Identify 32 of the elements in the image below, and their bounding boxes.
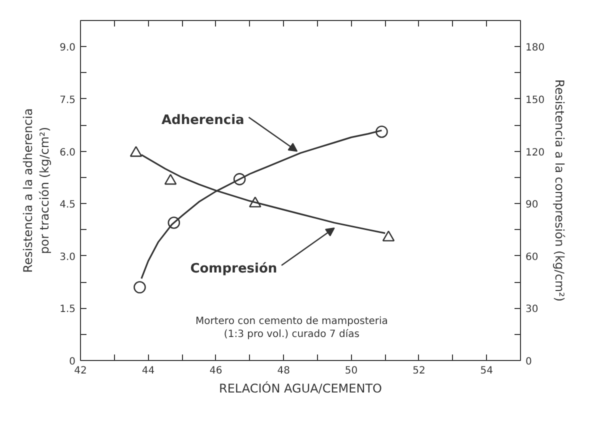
x-axis-title: RELACIÓN AGUA/CEMENTO	[218, 380, 382, 396]
point	[134, 281, 146, 294]
y2-tick-label: 150	[526, 94, 545, 106]
x-tick-label: 48	[277, 366, 290, 376]
y2-tick-label: 180	[526, 42, 545, 54]
y-tick-label: 3.0	[60, 252, 76, 263]
x-tick-label: 50	[344, 366, 358, 376]
y2-tick-label: 0	[526, 356, 532, 368]
point	[382, 230, 395, 242]
y2-axis-title: Resistencia a la compresión (kg/cm²)	[552, 79, 567, 302]
x-tick-label: 42	[74, 366, 87, 376]
x-tick-label: 54	[480, 366, 494, 376]
annotation: Mortero con cemento de mamposteria (1:3 pro vol.) curado 7 días	[195, 316, 388, 340]
y-tick-label: 9.0	[60, 42, 76, 54]
x-tick-label: 44	[142, 366, 155, 376]
y-tick-label: 1.5	[60, 304, 76, 316]
point	[164, 174, 177, 185]
y-axis-title: Resistencia a la adherencia por tracción (kg/cm²)	[20, 108, 52, 273]
y-tick-label: 6.0	[60, 147, 76, 158]
point	[376, 126, 388, 138]
x-tick-label: 52	[412, 366, 426, 376]
y-tick-label: 4.5	[60, 200, 76, 211]
annotation: Adherencia	[161, 113, 244, 128]
x-tick-label: 46	[210, 366, 222, 376]
annotation: Compresión	[190, 261, 278, 276]
y-tick-label: 0	[69, 356, 76, 368]
y2-tick-label: 90	[526, 200, 538, 211]
y2-tick-label: 30	[526, 304, 538, 316]
y2-tick-label: 60	[526, 252, 538, 263]
point	[130, 146, 142, 157]
y2-tick-label: 120	[526, 147, 545, 158]
y-tick-label: 7.5	[60, 94, 76, 106]
